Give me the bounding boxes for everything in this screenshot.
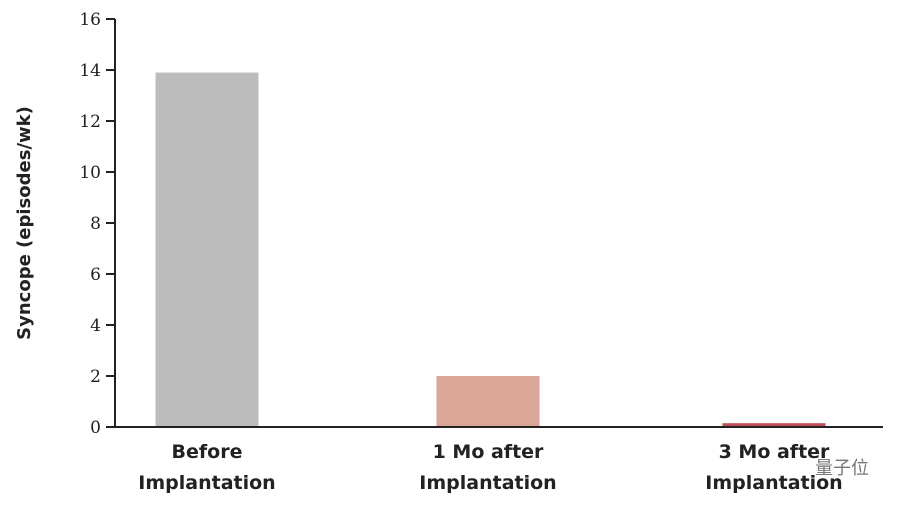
bar-2 bbox=[436, 376, 540, 427]
x-tick-label: Implantation bbox=[705, 472, 842, 494]
x-tick-label: 3 Mo after bbox=[719, 441, 830, 463]
y-tick-label: 2 bbox=[90, 367, 101, 387]
y-tick-label: 12 bbox=[79, 112, 101, 132]
x-tick-label: 1 Mo after bbox=[433, 441, 544, 463]
y-tick-label: 6 bbox=[90, 265, 101, 285]
watermark: 量子位 bbox=[815, 458, 869, 479]
y-tick-label: 4 bbox=[90, 316, 101, 336]
x-tick-label: Implantation bbox=[419, 472, 556, 494]
bar-3 bbox=[722, 423, 826, 427]
bar-1 bbox=[155, 72, 259, 428]
x-tick-label: Before bbox=[172, 441, 243, 463]
y-tick-label: 16 bbox=[79, 10, 101, 30]
y-tick-label: 14 bbox=[79, 61, 101, 81]
y-tick-label: 10 bbox=[79, 163, 101, 183]
y-tick-label: 0 bbox=[90, 418, 101, 438]
y-tick-label: 8 bbox=[90, 214, 101, 234]
y-axis-label: Syncope (episodes/wk) bbox=[14, 106, 35, 340]
x-tick-label: Implantation bbox=[138, 472, 275, 494]
